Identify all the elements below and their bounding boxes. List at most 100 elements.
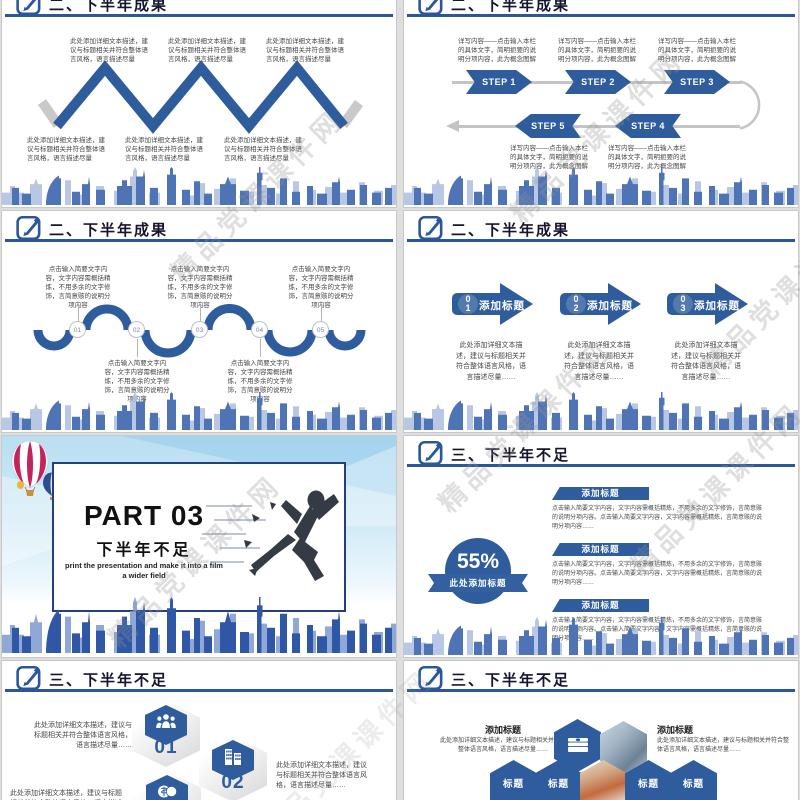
section-header: 添加标题	[552, 599, 649, 612]
part-label: PART 03	[83, 500, 205, 531]
text-block: 详写内容——点击输入本栏的具体文字，简明扼要的说明分项内容，此为概念图解	[558, 38, 636, 63]
small-balloon-icon	[17, 481, 24, 489]
arrow-item: 03 添加标题	[667, 283, 748, 325]
coins-icon	[158, 785, 178, 798]
skyline-illustration	[2, 597, 396, 653]
hexagon-label: 标题	[670, 760, 717, 800]
timeline-node: 02	[128, 321, 145, 338]
title-underline	[5, 689, 393, 692]
slide-part3-cover: PART 03 下半年不足 print the presentation and…	[2, 436, 396, 657]
text-block: 此处添加详细文本描述，建议与标题相关并符合整体语言风格，语言描述尽量	[27, 137, 105, 162]
slide-title: 三、下半年不足	[451, 672, 571, 689]
slide-honeycomb: 三、下半年不足 添加标题 此处添加详细文本描述，建议与标题相关并符合整体语言风格…	[404, 661, 798, 800]
arrow-number-circle: 01	[458, 294, 478, 314]
text-block: 此处添加详细文本描述，建议与标题相关并符合整体语言风格，语言描述尽量……	[564, 342, 634, 381]
slide-title: 三、下半年不足	[451, 447, 571, 464]
text-block: 详写内容——点击输入本栏的具体文字，简明扼要的说明分项内容，此为概念图解	[658, 38, 736, 63]
skyline-illustration	[2, 392, 396, 430]
flow-arrowhead	[446, 120, 459, 132]
cash-icon	[567, 738, 588, 752]
arrow-number-circle: 02	[566, 294, 586, 314]
hex-label: 标题	[547, 779, 569, 790]
badge-ribbon: 此处添加标题	[428, 574, 528, 592]
item-heading: 添加标题	[657, 725, 694, 735]
text-block: 详写内容——点击输入本栏的具体文字，简明扼要的说明分项内容，此为概念图解	[458, 38, 536, 63]
timeline-node: 05	[312, 321, 329, 338]
pencil-icon	[418, 440, 446, 466]
text-block: 此处添加详细文本描述，建议与标题相关并符合整体语言风格，语言描述尽量……	[456, 342, 526, 381]
title-underline	[5, 239, 393, 242]
hexagon-icon-tile	[145, 705, 187, 745]
title-underline	[5, 14, 393, 17]
item-heading: 添加标题	[484, 725, 521, 735]
hex-label: 标题	[637, 779, 659, 790]
slide-wave-timeline: 二、下半年成果 点击输入简要文字内容，文字内容需概括精炼，不用多余的文字修饰，言…	[2, 211, 396, 432]
text-block: 详写内容——点击输入本栏的具体文字，简明扼要的说明分项内容，此为概念图解	[608, 145, 686, 170]
arrow-shape	[560, 283, 641, 325]
slide-title: 三、下半年不足	[49, 672, 169, 689]
hexagon-label: 标题	[490, 760, 537, 800]
step-arrow: STEP 2	[565, 70, 631, 94]
hexagon-item: 02	[199, 736, 267, 800]
connector-line	[260, 339, 261, 357]
text-block: 此处添加详细文本描述，建议与标题相关并符合整体语言风格，语言描述尽量	[224, 137, 302, 162]
slide-zigzag: 二、下半年成果 此处添加详细文本描述，建议与标题相关并符合整体语言风格，语言描述…	[2, 0, 396, 207]
pencil-icon	[16, 215, 44, 241]
flow-curve	[739, 80, 761, 130]
connector-line	[137, 339, 138, 357]
skyline-illustration	[404, 167, 798, 205]
timeline-node: 01	[69, 321, 86, 338]
hex-label: 标题	[502, 779, 524, 790]
text-block: 详写内容——点击输入本栏的具体文字，简明扼要的说明分项内容，此为概念图解	[510, 145, 588, 170]
text-block: 此处添加详细文本描述，建议与标题相关并符合整体语言风格，语言描述尽量……	[276, 762, 367, 789]
hexagon-icon-tile	[146, 775, 188, 800]
arrow-item: 02 添加标题	[560, 283, 641, 325]
cover-card: PART 03 下半年不足 print the presentation and…	[52, 462, 346, 612]
timeline-node: 03	[191, 321, 208, 338]
title-underline	[407, 239, 795, 242]
arrow-shape	[452, 283, 533, 325]
step-arrow: STEP 4	[615, 114, 681, 138]
pencil-icon	[16, 665, 44, 691]
step-arrow: STEP 1	[466, 70, 532, 94]
arrow-label: 添加标题	[694, 300, 740, 312]
zigzag-ribbon	[37, 60, 364, 134]
hex-label: 标题	[682, 779, 704, 790]
slide-title: 二、下半年成果	[49, 0, 169, 14]
slide-steps: 二、下半年成果 详写内容——点击输入本栏的具体文字，简明扼要的说明分项内容，此为…	[404, 0, 798, 207]
step-number: 01	[154, 737, 178, 758]
slide-title: 二、下半年成果	[451, 0, 571, 14]
slide-title: 二、下半年成果	[451, 222, 571, 239]
hot-air-balloon-icon	[11, 440, 49, 496]
text-block: 此处添加详细文本描述，建议与标题相关并符合整体语言风格，语言描述尽量……	[34, 722, 132, 749]
slide-arrow-items: 二、下半年成果 01 添加标题 02 添加标题 03 添加标题	[404, 211, 798, 432]
text-block: 此处添加详细文本描述，建议与标题相关并符合整体语言风格，语言描述尽量……	[440, 738, 567, 753]
step-number: 02	[221, 772, 245, 793]
connector-line	[200, 305, 201, 321]
building-icon	[225, 749, 241, 765]
hexagon-item	[133, 771, 201, 800]
slide-title: 二、下半年成果	[49, 222, 169, 239]
arrow-label: 添加标题	[587, 300, 633, 312]
part-title: 下半年不足	[96, 542, 192, 559]
text-block: 此处添加详细文本描述，建议与标题相关并符合整体语言风格，语言描述尽量……	[10, 790, 122, 797]
text-block: 此处添加详细文本描述，建议与标题相关并符合整体语言风格，语言描述尽量	[70, 38, 148, 63]
hexagon-icon-tile	[212, 740, 254, 780]
skyline-illustration	[2, 167, 396, 205]
text-block: 此处添加详细文本描述，建议与标题相关并符合整体语言风格，语言描述尽量	[266, 38, 344, 63]
title-underline	[407, 464, 795, 467]
flow-line	[458, 125, 740, 128]
timeline-node: 04	[251, 321, 268, 338]
hexagon-item: 01	[132, 701, 200, 767]
skyline-illustration	[404, 392, 798, 430]
text-block: 此处添加详细文本描述，建议与标题相关并符合整体语言风格，语言描述尽量……	[671, 342, 741, 381]
percent-badge: 55%	[445, 538, 511, 604]
text-block: 此处添加详细文本描述，建议与标题相关并符合整体语言风格，语言描述尽量	[168, 38, 246, 63]
pencil-icon	[418, 215, 446, 241]
text-block: 此处添加详细文本描述，建议与标题相关并符合整体语言风格，语言描述尽量	[125, 137, 203, 162]
arrow-label: 添加标题	[479, 300, 525, 312]
runner-illustration	[202, 490, 339, 581]
section-header: 添加标题	[552, 543, 649, 556]
percent-value: 55%	[456, 550, 500, 573]
pencil-icon	[418, 665, 446, 691]
